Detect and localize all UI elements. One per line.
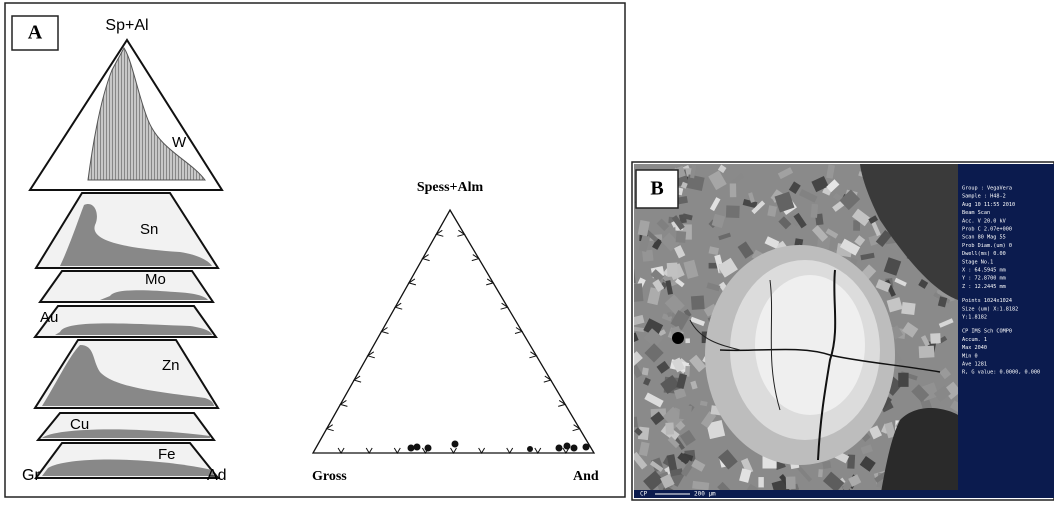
corner-label: Ad [207,467,227,484]
info-line: Y:1.8182 [962,315,987,321]
grain [919,346,935,359]
info-line: Points 1024x1024 [962,298,1012,304]
grain [676,231,687,243]
info-line: Sample : H48-2 [962,194,1006,200]
grain [626,269,636,284]
info-line: Acc. V 20.0 kV [962,218,1006,224]
field-label: Cu [70,416,89,433]
info-line: Max 2040 [962,345,987,351]
info-line: Stage No.1 [962,259,993,265]
grain [822,461,831,469]
shape [425,445,432,452]
grain [930,333,941,344]
info-line: Y : 72.8700 mm [962,276,1006,282]
panel-label: B [650,178,663,200]
info-line: Size (um) X:1.8182 [962,306,1018,312]
grain [730,183,737,197]
grain [685,338,690,343]
grain [818,469,823,477]
info-line: Accum. 1 [962,337,987,343]
corner-label: Gr [22,467,40,484]
apex-label: Spess+Alm [417,180,484,195]
shape [408,445,415,452]
shape [571,445,578,452]
scale-label: CP [640,491,648,498]
grain [726,205,740,218]
grain [679,405,692,420]
grain [758,477,763,487]
grain [811,204,819,218]
panel-label: A [28,22,43,44]
info-line: Min 0 [962,353,978,359]
grain [901,302,915,315]
field-label: Au [40,309,58,326]
grain [898,373,908,387]
shape [452,441,459,448]
shape [583,444,590,451]
info-line: Prob Diam.(um) 0 [962,243,1012,249]
field-label: Mo [145,271,166,288]
info-line: Aug 10 11:55 2010 [962,202,1015,208]
figure: A Sp+Al W Sn Mo Au Zn Cu Fe Gr Ad Spess+… [0,0,1054,502]
shape [527,446,533,452]
info-line: X : 64.5945 mm [962,268,1006,274]
grain [786,476,796,489]
info-line: Dwell(ms) 0.00 [962,251,1006,257]
grain [642,250,653,262]
grain [667,263,678,277]
info-line: Ave 1281 [962,362,987,368]
page: A Sp+Al W Sn Mo Au Zn Cu Fe Gr Ad Spess+… [0,0,1054,507]
apex-label: Sp+Al [105,17,148,34]
info-line: CP IMS Sch COMP0 [962,329,1012,335]
shape [672,332,684,344]
shape [564,443,571,450]
info-line: Group : VegaVera [962,186,1012,192]
scale-label: 200 µm [694,491,716,498]
grain [624,417,638,429]
info-line: Beam Scan [962,210,990,216]
grain [691,295,705,309]
info-line: Z : 12.2445 mm [962,284,1006,290]
field-label: W [172,134,187,151]
info-line: Scan 80 Mag 55 [962,235,1006,241]
grain [665,422,674,434]
info-line: R, G value: 0.0000, 0.000 [962,370,1040,376]
shape [414,444,421,451]
field-label: Fe [158,446,176,463]
grain [642,367,649,375]
grain [628,283,643,302]
field-label: Sn [140,221,158,238]
corner-label: And [573,469,599,484]
corner-label: Gross [312,469,347,484]
info-line: Prob C 2.07e+000 [962,227,1012,233]
field-label: Zn [162,357,180,374]
sem-image [624,164,971,502]
shape [556,445,563,452]
